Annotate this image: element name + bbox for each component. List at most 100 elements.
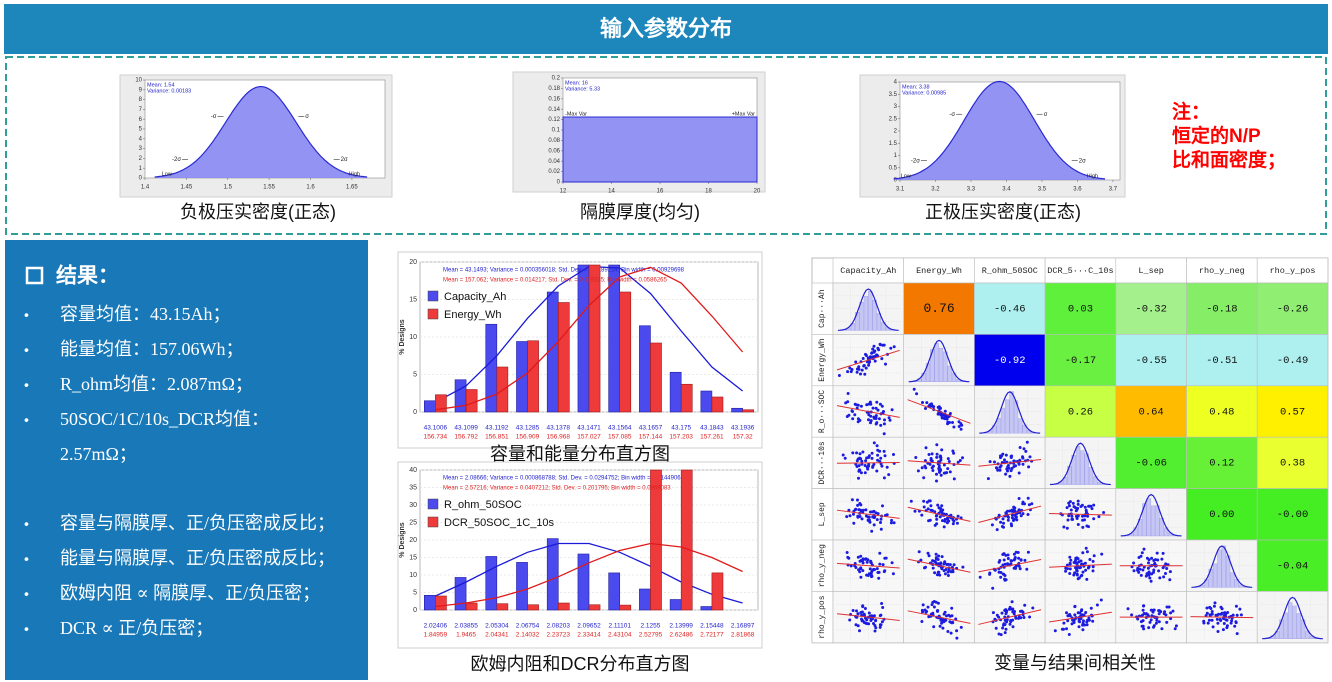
chart-caption: 正极压实密度(正态) (925, 202, 1081, 222)
scatter-dot (1092, 554, 1096, 558)
column-label: rho_y_pos (1270, 266, 1316, 276)
x-tick-label: 43.1936 (731, 425, 755, 432)
bar (424, 594, 436, 611)
scatter-dot (1017, 616, 1020, 620)
scatter-dot (1004, 453, 1008, 457)
y-tick-label: 7 (139, 107, 143, 113)
x-tick-label-2: 1.84959 (424, 632, 448, 639)
scatter-dot (1062, 525, 1066, 529)
scatter-dot (1087, 525, 1090, 529)
scatter-dot (846, 370, 850, 374)
scatter-dot (872, 523, 876, 527)
scatter-dot (851, 609, 855, 612)
scatter-dot (1075, 561, 1079, 565)
scatter-dot (1206, 621, 1210, 625)
scatter-dot (933, 523, 937, 527)
scatter-dot (951, 421, 954, 424)
scatter-dot (1024, 449, 1028, 453)
scatter-dot (993, 460, 996, 464)
scatter-dot (857, 508, 861, 512)
x-tick-label-2: 157.32 (733, 434, 753, 441)
x-tick-label-2: 156.851 (485, 434, 509, 441)
scatter-dot (872, 462, 876, 466)
scatter-dot (959, 625, 963, 629)
scatter-dot (1141, 568, 1145, 572)
uniform-area (562, 116, 758, 183)
correlation-cell (974, 334, 1046, 387)
scatter-dot (1021, 462, 1025, 466)
scatter-dot (884, 556, 888, 560)
scatter-dot (860, 610, 864, 614)
scatter-dot (1145, 572, 1149, 576)
scatter-dot (875, 469, 879, 473)
scatter-dot (1082, 619, 1085, 623)
scatter-dot (938, 407, 942, 410)
y-tick-label: 15 (409, 296, 417, 303)
scatter-dot (1080, 573, 1084, 577)
scatter-dot (879, 423, 883, 427)
scatter-dot (929, 508, 933, 512)
diag-bar (1000, 407, 1006, 434)
y-tick-label: 5 (413, 371, 417, 378)
trend-line (1049, 563, 1112, 568)
scatter-dot (922, 499, 926, 503)
scatter-dot (930, 466, 934, 470)
scatter-dot (1003, 458, 1006, 462)
x-tick-label-2: 157.144 (639, 434, 663, 441)
header-bar (4, 4, 1328, 54)
scatter-dot (940, 504, 944, 508)
scatter-dot (946, 467, 950, 471)
x-tick-label: 14 (608, 189, 615, 195)
scatter-dot (997, 615, 1001, 619)
scatter-dot (1069, 558, 1073, 562)
scatter-dot (942, 525, 946, 529)
scatter-dot (876, 453, 880, 457)
scatter-dot (1062, 621, 1066, 625)
end-label: High (349, 171, 360, 177)
scatter-dot (880, 602, 884, 605)
scatter-dot (1022, 616, 1026, 619)
diag-bar (868, 291, 873, 331)
scatter-dot (1174, 624, 1178, 628)
scatter-dot (867, 455, 871, 459)
scatter-dot (878, 625, 882, 629)
scatter-dot (946, 457, 950, 461)
trend-line (836, 405, 900, 418)
scatter-dot (890, 561, 894, 565)
scatter-dot (846, 392, 850, 395)
correlation-value: 0.12 (1209, 458, 1234, 470)
scatter-dot (1221, 628, 1225, 632)
bar (527, 340, 539, 413)
scatter-dot (1076, 523, 1080, 526)
correlation-value: 0.57 (1280, 406, 1305, 418)
x-tick-label: 43.1564 (608, 425, 632, 432)
scatter-dot (1140, 551, 1144, 555)
scatter-dot (951, 620, 955, 624)
bar (577, 264, 590, 413)
scatter-dot (940, 555, 944, 559)
scatter-dot (956, 514, 960, 518)
scatter-dot (879, 623, 883, 627)
scatter-dot (863, 464, 867, 467)
stat-text: Variance: 5.33 (565, 86, 600, 92)
scatter-dot (1151, 610, 1155, 614)
scatter-dot (924, 610, 928, 614)
scatter-dot (1012, 558, 1016, 562)
correlation-cell (1115, 385, 1187, 438)
x-tick-label: 1.5 (224, 185, 233, 191)
x-tick-label: 2.06754 (516, 623, 540, 630)
scatter-dot (1234, 604, 1238, 608)
scatter-dot (845, 515, 849, 519)
y-tick-label: 0.14 (548, 107, 560, 113)
bullet: • (24, 586, 29, 602)
scatter-dot (837, 374, 841, 377)
scatter-dot (1130, 613, 1134, 617)
scatter-dot (879, 527, 883, 531)
scatter-dot (1015, 518, 1019, 522)
scatter-dot (1075, 573, 1079, 577)
scatter-dot (935, 472, 938, 476)
scatter-dot (870, 351, 874, 355)
scatter-dot (1210, 612, 1214, 616)
scatter-dot (847, 508, 851, 512)
note-line: 注： (1172, 100, 1210, 123)
